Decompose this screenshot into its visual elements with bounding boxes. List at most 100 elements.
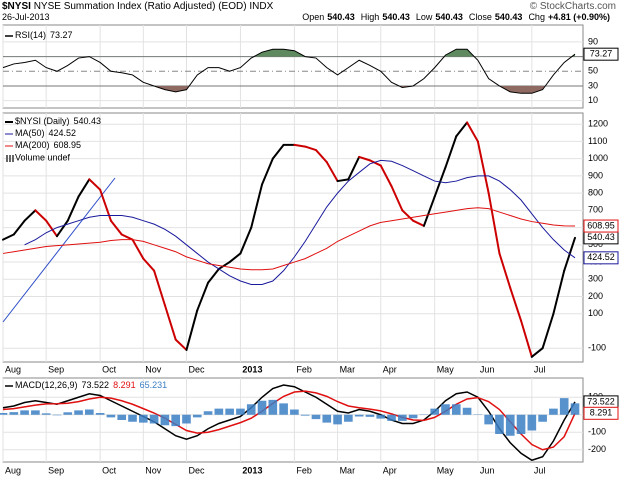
value-box bbox=[583, 219, 619, 233]
x-tick-label: Jun bbox=[480, 364, 495, 374]
value-box bbox=[583, 406, 619, 420]
price-segment bbox=[379, 164, 393, 188]
histogram-bar bbox=[430, 408, 440, 415]
price-segment bbox=[2, 233, 15, 241]
legend: $NYSI (Daily) 540.43 bbox=[15, 116, 101, 126]
price-segment bbox=[174, 338, 188, 351]
price-segment bbox=[120, 233, 134, 241]
histogram-bar bbox=[462, 407, 472, 415]
histogram-bar bbox=[41, 413, 51, 415]
histogram-bar bbox=[236, 408, 245, 415]
legend-value: 73.27 bbox=[50, 30, 73, 40]
histogram-bar bbox=[451, 404, 461, 415]
x-tick-label: Nov bbox=[145, 364, 162, 374]
quote: Open 540.43 High 540.43 Low 540.43 Close 540.43… bbox=[302, 12, 616, 23]
histogram-bar bbox=[538, 414, 547, 422]
trend-line bbox=[2, 177, 116, 323]
price-segment bbox=[314, 149, 328, 164]
histogram-bar bbox=[516, 414, 526, 434]
price-segment bbox=[444, 135, 458, 169]
quote-value: 540.43 bbox=[382, 12, 410, 22]
price-segment bbox=[12, 219, 26, 236]
panel-frame bbox=[2, 24, 584, 109]
price-segment bbox=[88, 178, 102, 191]
price-segment bbox=[185, 309, 199, 351]
quote-value: +4.81 (+0.90%) bbox=[547, 12, 610, 22]
y-tick-label: 10 bbox=[588, 95, 598, 105]
legend: RSI(14) 73.27 bbox=[15, 30, 73, 40]
symbol: $NYSI bbox=[2, 1, 31, 12]
x-tick-label: Aug bbox=[5, 364, 21, 374]
x-tick-label: 2013 bbox=[242, 364, 262, 374]
value-box-label: 424.52 bbox=[587, 252, 615, 262]
legend-label: MACD(12,26,9) bbox=[15, 380, 78, 390]
price-segment bbox=[293, 143, 307, 148]
name: NYSE Summation Index (Ratio Adjusted) (E… bbox=[33, 1, 247, 12]
histogram-bar bbox=[95, 413, 105, 415]
source: © StockCharts.com bbox=[529, 1, 616, 12]
quote-label: Open bbox=[302, 12, 325, 22]
price-segment bbox=[358, 155, 371, 162]
histogram-bar bbox=[268, 399, 278, 415]
histogram-bar bbox=[128, 414, 137, 422]
y-tick-label: -100 bbox=[588, 343, 606, 353]
series-line bbox=[24, 159, 576, 285]
price-segment bbox=[509, 286, 523, 322]
price-segment bbox=[228, 252, 242, 264]
histogram-bar bbox=[527, 414, 537, 431]
legend-value: 73.522 bbox=[82, 380, 110, 390]
y-tick-label: 100 bbox=[588, 308, 603, 318]
header-row: $NYSI NYSE Summation Index (Ratio Adjust… bbox=[2, 1, 616, 12]
series-line bbox=[2, 390, 576, 451]
histogram-bar bbox=[0, 413, 8, 415]
y-tick-label: 800 bbox=[588, 188, 603, 198]
x-tick-label: Apr bbox=[383, 465, 397, 475]
value-box-label: 608.95 bbox=[587, 220, 615, 230]
legend: MACD(12,26,9) 73.522 8.291 65.231 bbox=[15, 380, 167, 390]
x-tick-label: Mar bbox=[340, 364, 356, 374]
histogram-bar bbox=[20, 410, 29, 415]
x-tick-label: Oct bbox=[102, 465, 117, 475]
y-tick-label: 700 bbox=[588, 205, 603, 215]
price-segment bbox=[552, 269, 566, 315]
x-tick-label: Dec bbox=[188, 465, 205, 475]
y-tick-label: 50 bbox=[588, 66, 598, 76]
price-segment bbox=[368, 159, 382, 167]
price-segment bbox=[390, 185, 404, 212]
value-box-label: 73.27 bbox=[590, 49, 613, 59]
y-tick-label: -200 bbox=[588, 444, 606, 454]
histogram-bar bbox=[225, 408, 234, 415]
x-tick-label: Feb bbox=[296, 364, 312, 374]
price-segment bbox=[401, 209, 415, 222]
legend-label: MA(200) bbox=[15, 140, 50, 150]
quote-value: 540.43 bbox=[494, 12, 523, 22]
price-segment bbox=[455, 121, 469, 138]
price-segment bbox=[412, 219, 425, 227]
price-segment bbox=[325, 161, 339, 183]
histogram-bar bbox=[192, 414, 202, 418]
price-segment bbox=[196, 281, 210, 312]
histogram-bar bbox=[257, 400, 267, 415]
histogram-bar bbox=[138, 414, 148, 423]
price-segment bbox=[34, 209, 48, 222]
histogram-bar bbox=[9, 412, 19, 415]
series-line bbox=[2, 384, 576, 462]
histogram-bar bbox=[484, 414, 493, 425]
histogram-bar bbox=[344, 414, 353, 422]
price-segment bbox=[336, 178, 350, 183]
legend-value: 8.291 bbox=[113, 380, 136, 390]
histogram-bar bbox=[149, 414, 159, 424]
title: $NYSI NYSE Summation Index (Ratio Adjust… bbox=[2, 1, 273, 12]
histogram-bar bbox=[279, 403, 288, 415]
histogram-bar bbox=[495, 414, 504, 434]
price-segment bbox=[466, 121, 479, 143]
histogram-bar bbox=[85, 409, 94, 415]
price-segment bbox=[422, 195, 436, 227]
price-segment bbox=[541, 312, 555, 350]
value-box bbox=[583, 251, 619, 265]
y-tick-label: 1100 bbox=[588, 136, 607, 146]
legend-value: 608.95 bbox=[54, 140, 82, 150]
y-tick-label: 200 bbox=[588, 291, 603, 301]
quote-value: 540.43 bbox=[327, 12, 355, 22]
